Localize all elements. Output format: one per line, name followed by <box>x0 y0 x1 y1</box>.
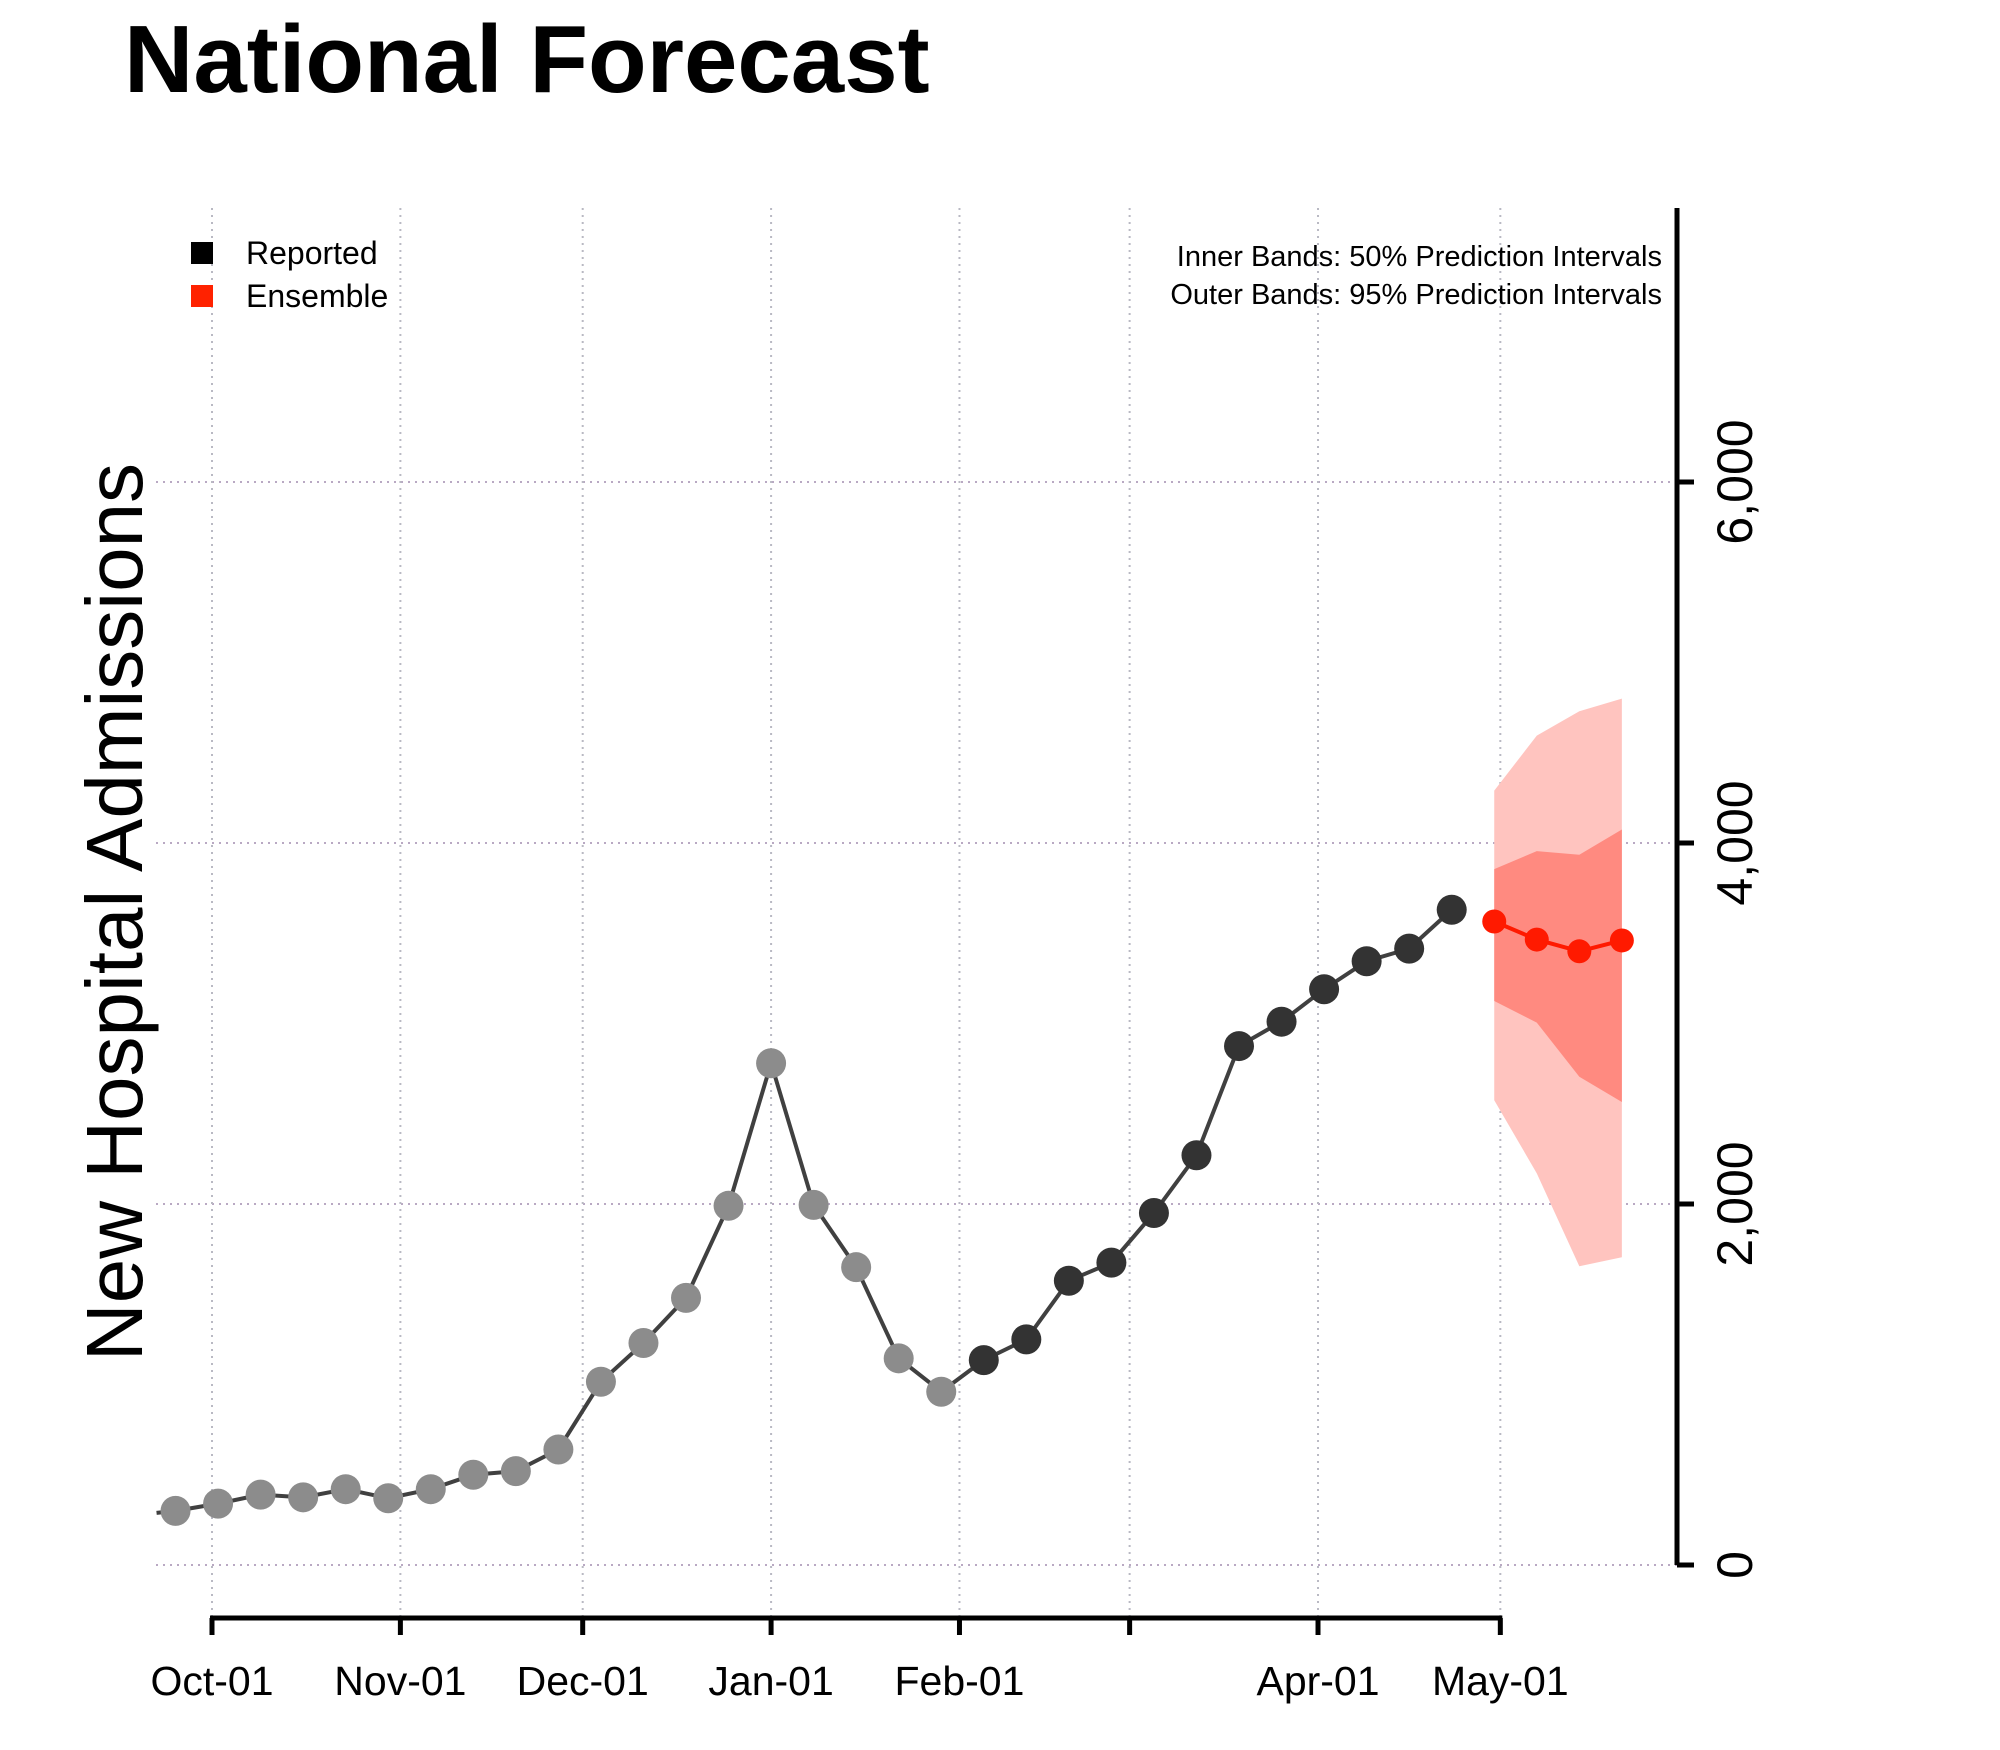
y-axis-label: New Hospital Admissions <box>70 463 159 1361</box>
y-tick-label: 6,000 <box>1707 419 1763 544</box>
chart-title: National Forecast <box>124 6 930 113</box>
x-tick-label: Dec-01 <box>517 1658 649 1704</box>
reported-point <box>1138 1198 1169 1229</box>
ensemble-point <box>1482 909 1507 934</box>
reported-point <box>1181 1140 1212 1171</box>
legend: Reported Ensemble <box>191 235 388 314</box>
reported-point <box>1011 1324 1042 1355</box>
reported-point <box>1309 974 1340 1005</box>
prediction-bands <box>1494 698 1622 1267</box>
reported-point <box>1224 1031 1255 1062</box>
x-tick-label: Nov-01 <box>334 1658 466 1704</box>
series-layer <box>156 894 1634 1526</box>
band-50-pi <box>1494 829 1622 1103</box>
reported-point <box>756 1048 787 1079</box>
x-tick-label: May-01 <box>1432 1658 1569 1704</box>
x-tick-label: Feb-01 <box>895 1658 1025 1704</box>
reported-point <box>1053 1265 1084 1296</box>
legend-swatch-reported <box>191 242 213 264</box>
reported-point <box>628 1327 659 1358</box>
x-tick-label: Apr-01 <box>1256 1658 1379 1704</box>
note-outer-bands: Outer Bands: 95% Prediction Intervals <box>1170 279 1662 311</box>
reported-point <box>373 1483 404 1514</box>
reported-point <box>415 1474 446 1505</box>
legend-label-ensemble: Ensemble <box>246 278 388 314</box>
reported-point <box>500 1456 531 1487</box>
y-tick-label: 4,000 <box>1707 780 1763 905</box>
x-tick-label: Oct-01 <box>150 1658 273 1704</box>
reported-point <box>1436 894 1467 925</box>
ensemble-line <box>1493 919 1623 954</box>
reported-point <box>330 1474 361 1505</box>
grid <box>156 208 1677 1618</box>
x-tick-label: Jan-01 <box>708 1658 833 1704</box>
reported-point <box>798 1189 829 1220</box>
reported-point <box>968 1345 999 1376</box>
ensemble-point <box>1567 939 1592 964</box>
reported-point <box>1096 1247 1127 1278</box>
reported-point <box>841 1252 872 1283</box>
reported-point <box>1394 933 1425 964</box>
y-tick-label: 0 <box>1707 1551 1763 1579</box>
reported-point <box>160 1495 191 1526</box>
reported-point <box>671 1282 702 1313</box>
reported-point <box>543 1434 574 1465</box>
reported-point <box>713 1190 744 1221</box>
reported-point <box>926 1376 957 1407</box>
reported-point <box>883 1343 914 1374</box>
y-tick-label: 2,000 <box>1707 1141 1763 1266</box>
note-inner-bands: Inner Bands: 50% Prediction Intervals <box>1177 241 1662 273</box>
legend-label-reported: Reported <box>246 235 378 271</box>
reported-point <box>203 1488 234 1519</box>
reported-point <box>1266 1006 1297 1037</box>
reported-point <box>245 1479 276 1510</box>
reported-point <box>458 1459 489 1490</box>
axes: 0 2,000 4,000 6,000 Oct-01 Nov-01 Dec-01 Jan-01… <box>150 208 1763 1704</box>
legend-swatch-ensemble <box>191 285 213 307</box>
reported-point <box>1351 946 1382 977</box>
ensemble-point <box>1609 928 1634 953</box>
reported-point <box>585 1366 616 1397</box>
ensemble-point <box>1524 927 1549 952</box>
reported-point <box>288 1482 319 1513</box>
